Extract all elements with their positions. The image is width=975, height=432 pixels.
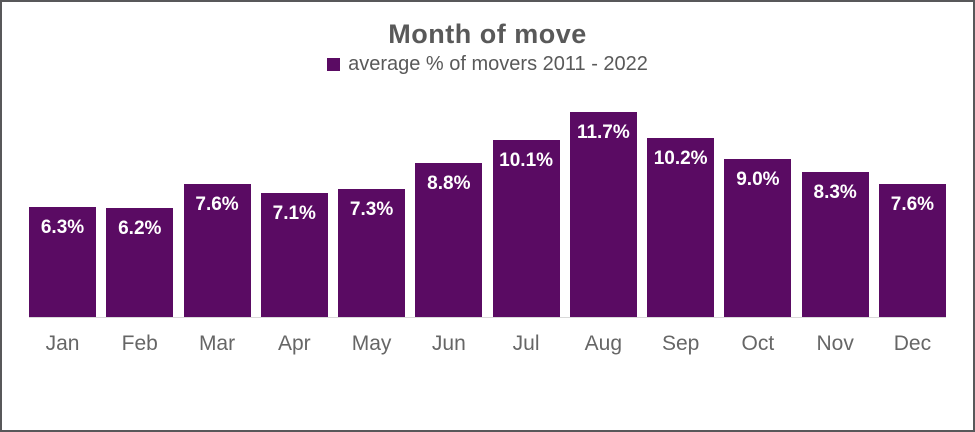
plot-area: 6.3% 6.2% 7.6% 7.1% 7.3% 8.8% 10.1% 11.7% 10.2% 9… [29, 112, 946, 356]
bar-value-label: 7.6% [195, 194, 239, 215]
bar-sep: 10.2% [647, 138, 715, 317]
axis-label-aug: Aug [584, 332, 623, 355]
bar-value-label: 11.7% [576, 122, 630, 143]
bar-mar: 7.6% [183, 184, 251, 317]
axis-label-jun: Jun [431, 332, 466, 355]
bar-value-label: 10.2% [653, 148, 708, 169]
bar-feb: 6.2% [106, 208, 174, 317]
legend-swatch-icon [327, 58, 341, 71]
axis-label-oct: Oct [741, 332, 775, 355]
axis-label-sep: Sep [661, 332, 700, 355]
axis-label-nov: Nov [816, 332, 854, 355]
chart-title: Month of move [388, 19, 587, 49]
x-axis-line [29, 317, 946, 318]
bar-value-label: 7.6% [890, 194, 935, 215]
bar-nov: 8.3% [801, 172, 869, 317]
bar-value-label: 8.3% [813, 182, 857, 203]
bar-may: 7.3% [338, 189, 406, 317]
axis-label-jul: Jul [512, 332, 540, 355]
bar-jun: 8.8% [415, 163, 483, 317]
bar-aug: 11.7% [569, 112, 637, 317]
axis-label-dec: Dec [893, 332, 932, 355]
bar-value-label: 10.1% [499, 150, 554, 171]
legend-label: average % of movers 2011 - 2022 [348, 53, 648, 75]
bar-value-label: 7.3% [349, 199, 394, 220]
bar-jan: 6.3% [29, 207, 96, 317]
axis-label-mar: Mar [198, 332, 236, 355]
bar-value-label: 9.0% [736, 169, 780, 190]
axis-label-feb: Feb [121, 332, 158, 355]
bar-dec: 7.6% [878, 184, 946, 317]
x-axis-labels: Jan Feb Mar Apr May Jun Jul Aug Sep Oct Nov Dec [29, 332, 946, 356]
bar-value-label: 7.1% [272, 203, 316, 224]
legend: average % of movers 2011 - 2022 [2, 53, 973, 76]
axis-label-apr: Apr [277, 332, 311, 355]
bar-value-label: 6.3% [40, 217, 85, 238]
bar-jul: 10.1% [492, 140, 560, 317]
bar-oct: 9.0% [724, 159, 792, 317]
axis-label-may: May [351, 332, 392, 355]
bar-value-label: 6.2% [118, 218, 162, 239]
bar-apr: 7.1% [260, 193, 328, 317]
axis-label-jan: Jan [45, 332, 80, 355]
bar-value-label: 8.8% [427, 173, 471, 194]
bar-group: 6.3% 6.2% 7.6% 7.1% 7.3% 8.8% 10.1% 11.7% 10.2% 9… [29, 112, 946, 317]
